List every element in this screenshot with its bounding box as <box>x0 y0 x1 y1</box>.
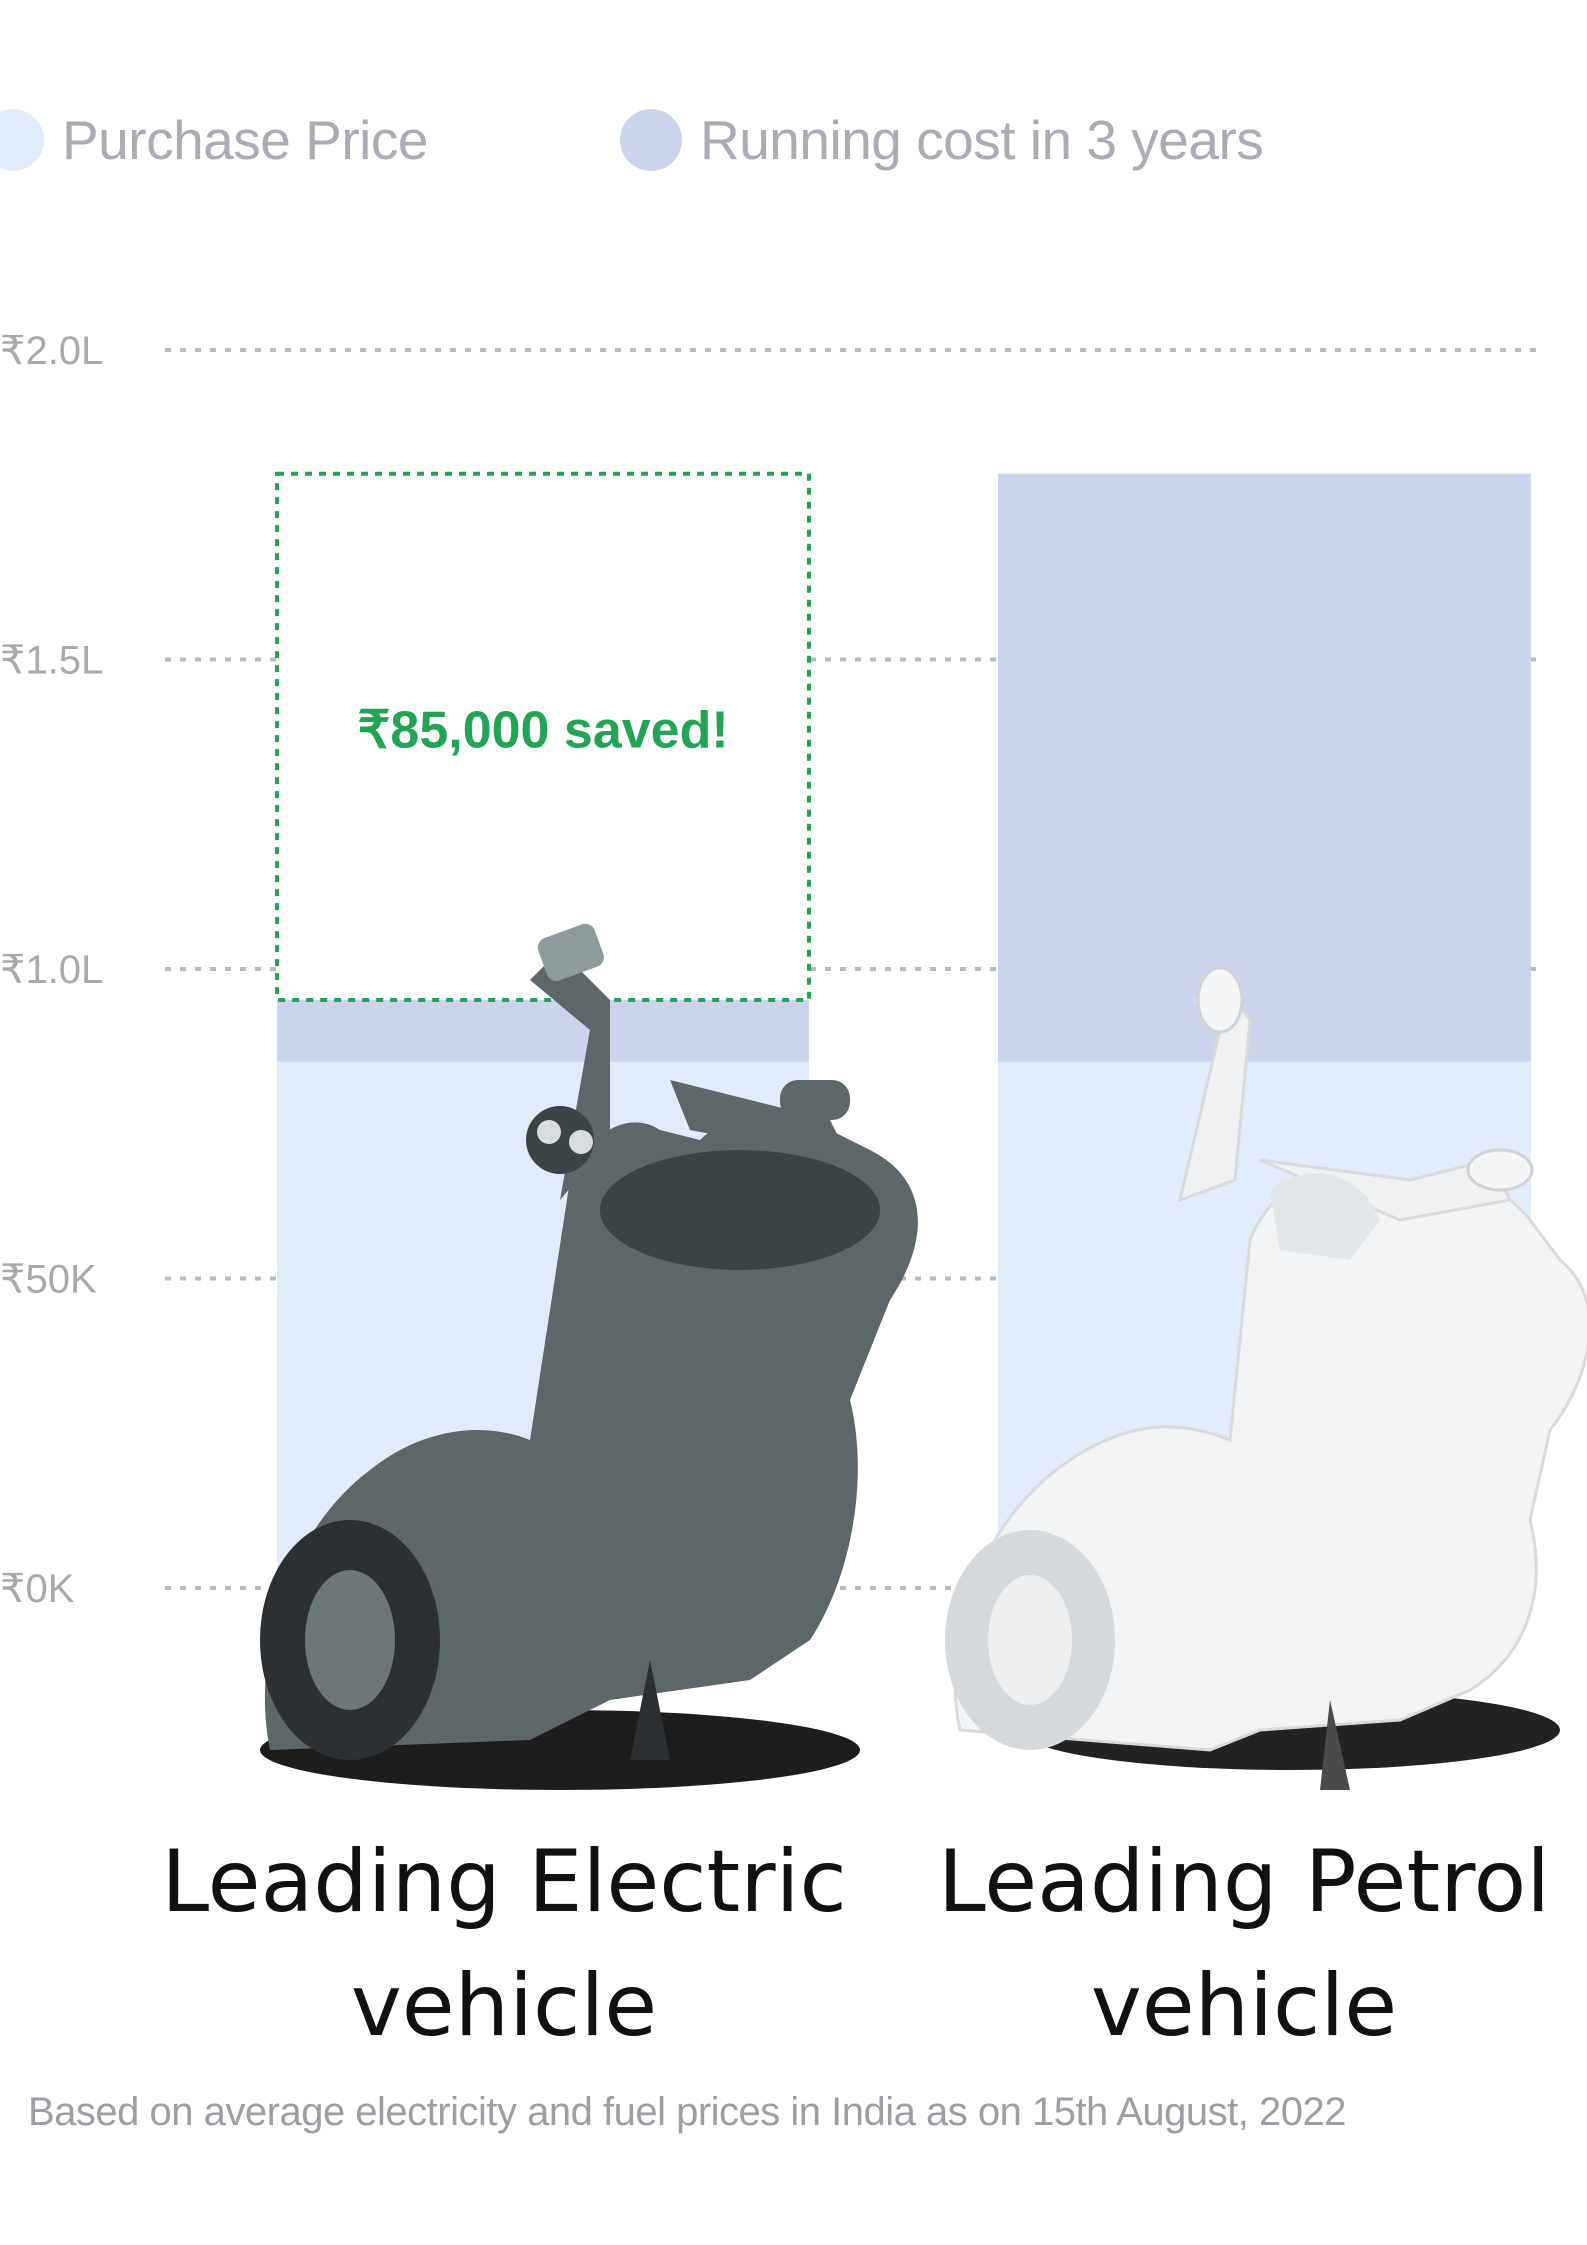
chart-plot-area: ₹0K ₹50K ₹1.0L ₹1.5L ₹2.0L ₹85,000 saved! <box>0 329 1587 1790</box>
category-label-electric-line-2: vehicle <box>350 1956 658 2056</box>
y-tick-label-1: ₹50K <box>0 1258 97 1302</box>
bar-0-1 <box>277 999 809 1062</box>
category-label-electric: Leading Electric vehicle <box>124 1820 884 2068</box>
footnote: Based on average electricity and fuel pr… <box>28 2090 1346 2134</box>
legend-item-purchase-price: Purchase Price <box>0 108 428 172</box>
legend-item-running-cost: Running cost in 3 years <box>620 108 1264 172</box>
y-tick-label-0: ₹0K <box>0 1567 75 1611</box>
white-petrol-scooter-icon <box>945 966 1587 1790</box>
dark-grey-electric-scooter-icon <box>260 923 918 1790</box>
savings-box <box>275 471 811 1002</box>
legend-label-purchase-price: Purchase Price <box>62 109 428 171</box>
y-tick-label-4: ₹2.0L <box>0 329 103 373</box>
legend-swatch-running-cost <box>620 109 682 171</box>
legend-label-running-cost: Running cost in 3 years <box>700 109 1264 171</box>
bar-1-1 <box>998 473 1531 1062</box>
category-label-petrol-line-2: vehicle <box>1090 1956 1398 2056</box>
category-label-petrol-line-1: Leading Petrol <box>937 1832 1551 1932</box>
category-label-electric-line-1: Leading Electric <box>161 1832 847 1932</box>
savings-annotation: ₹85,000 saved! <box>275 471 811 1002</box>
category-label-petrol: Leading Petrol vehicle <box>864 1820 1587 2068</box>
y-tick-label-3: ₹1.5L <box>0 639 103 683</box>
savings-label: ₹85,000 saved! <box>357 701 728 759</box>
y-tick-label-2: ₹1.0L <box>0 948 103 992</box>
